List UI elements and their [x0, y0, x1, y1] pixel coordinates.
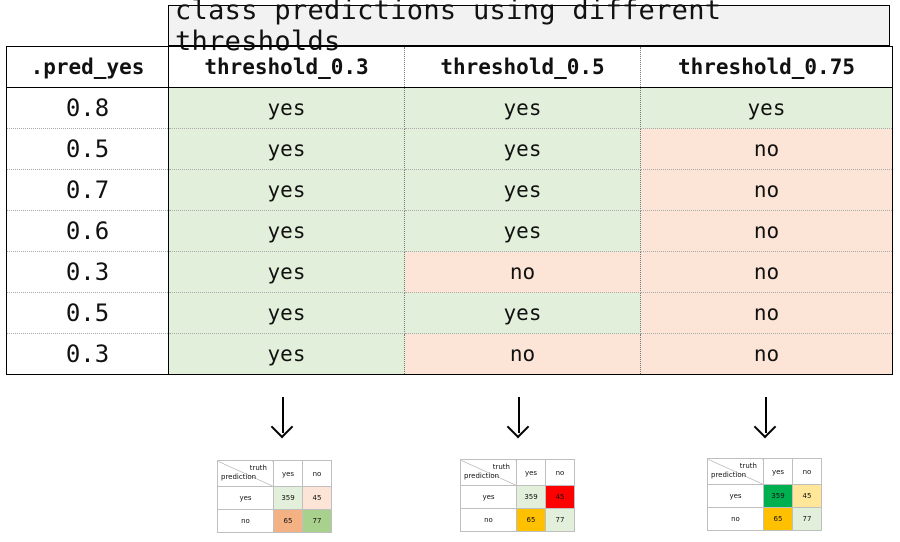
pred-yes-cell: 0.3	[6, 251, 169, 293]
class-prediction-cell: no	[640, 128, 893, 170]
matrix-corner: truth prediction	[460, 459, 517, 486]
confusion-matrix: truth prediction yes no yes 359 45 no 65 77	[217, 460, 332, 533]
column-header-threshold-0-3: threshold_0.3	[168, 46, 405, 88]
class-prediction-cell: yes	[168, 87, 405, 129]
down-arrow-icon	[765, 397, 767, 433]
header-row: .pred_yes threshold_0.3 threshold_0.5 th…	[6, 46, 893, 88]
prediction-no-label: no	[707, 507, 764, 531]
predictions-table: .pred_yes threshold_0.3 threshold_0.5 th…	[6, 46, 893, 375]
truth-label: truth	[739, 462, 757, 470]
table-row: 0.8 yes yes yes	[6, 87, 893, 129]
truth-no-header: no	[792, 458, 822, 485]
table-title: class predictions using different thresh…	[175, 0, 722, 57]
matrix-cell: 65	[516, 508, 546, 532]
class-prediction-cell: yes	[404, 87, 641, 129]
class-prediction-cell: yes	[168, 333, 405, 375]
column-header-threshold-0-5: threshold_0.5	[404, 46, 641, 88]
matrix-cell: 359	[763, 484, 793, 508]
confusion-matrix: truth prediction yes no yes 359 45 no 65 77	[707, 458, 822, 531]
class-prediction-cell: no	[640, 210, 893, 252]
matrix-cell: 77	[545, 508, 575, 532]
matrix-cell: 65	[273, 509, 303, 533]
down-arrow-icon	[518, 397, 520, 433]
class-prediction-cell: yes	[404, 169, 641, 211]
class-prediction-cell: no	[640, 251, 893, 293]
matrix-cell: 77	[792, 507, 822, 531]
table-row: 0.3 yes no no	[6, 333, 893, 375]
prediction-yes-label: yes	[707, 484, 764, 508]
matrix-cell: 45	[792, 484, 822, 508]
predictions-body: 0.8 yes yes yes 0.5 yes yes no 0.7 yes yes no 0.6 yes…	[6, 87, 893, 375]
truth-label: truth	[492, 463, 510, 471]
class-prediction-cell: yes	[168, 210, 405, 252]
pred-yes-cell: 0.5	[6, 128, 169, 170]
matrix-cell: 45	[302, 486, 332, 510]
truth-label: truth	[249, 464, 267, 472]
truth-yes-header: yes	[273, 460, 303, 487]
pred-yes-cell: 0.7	[6, 169, 169, 211]
class-prediction-cell: yes	[404, 128, 641, 170]
class-prediction-cell: yes	[168, 251, 405, 293]
class-prediction-cell: yes	[168, 169, 405, 211]
class-prediction-cell: no	[640, 169, 893, 211]
truth-no-header: no	[545, 459, 575, 486]
class-prediction-cell: yes	[404, 292, 641, 334]
prediction-label: prediction	[464, 472, 500, 480]
table-row: 0.3 yes no no	[6, 251, 893, 293]
matrix-cell: 359	[516, 485, 546, 509]
table-row: 0.7 yes yes no	[6, 169, 893, 211]
table-row: 0.5 yes yes no	[6, 292, 893, 334]
column-header-threshold-0-75: threshold_0.75	[640, 46, 893, 88]
column-header-pred-yes: .pred_yes	[6, 46, 169, 88]
class-prediction-cell: yes	[404, 210, 641, 252]
class-prediction-cell: yes	[640, 87, 893, 129]
truth-yes-header: yes	[516, 459, 546, 486]
prediction-yes-label: yes	[217, 486, 274, 510]
matrix-corner: truth prediction	[217, 460, 274, 487]
truth-no-header: no	[302, 460, 332, 487]
confusion-matrix: truth prediction yes no yes 359 45 no 65 77	[460, 459, 575, 532]
matrix-cell: 65	[763, 507, 793, 531]
pred-yes-cell: 0.6	[6, 210, 169, 252]
table-title-banner: class predictions using different thresh…	[168, 0, 890, 57]
matrix-cell: 77	[302, 509, 332, 533]
prediction-no-label: no	[217, 509, 274, 533]
prediction-label: prediction	[711, 471, 747, 479]
prediction-no-label: no	[460, 508, 517, 532]
pred-yes-cell: 0.8	[6, 87, 169, 129]
class-prediction-cell: no	[404, 251, 641, 293]
table-row: 0.6 yes yes no	[6, 210, 893, 252]
class-prediction-cell: no	[640, 292, 893, 334]
class-prediction-cell: no	[404, 333, 641, 375]
matrix-cell: 359	[273, 486, 303, 510]
prediction-label: prediction	[221, 473, 257, 481]
table-row: 0.5 yes yes no	[6, 128, 893, 170]
truth-yes-header: yes	[763, 458, 793, 485]
down-arrow-icon	[282, 397, 284, 433]
class-prediction-cell: yes	[168, 128, 405, 170]
class-prediction-cell: no	[640, 333, 893, 375]
matrix-cell: 45	[545, 485, 575, 509]
pred-yes-cell: 0.5	[6, 292, 169, 334]
class-prediction-cell: yes	[168, 292, 405, 334]
pred-yes-cell: 0.3	[6, 333, 169, 375]
prediction-yes-label: yes	[460, 485, 517, 509]
matrix-corner: truth prediction	[707, 458, 764, 485]
